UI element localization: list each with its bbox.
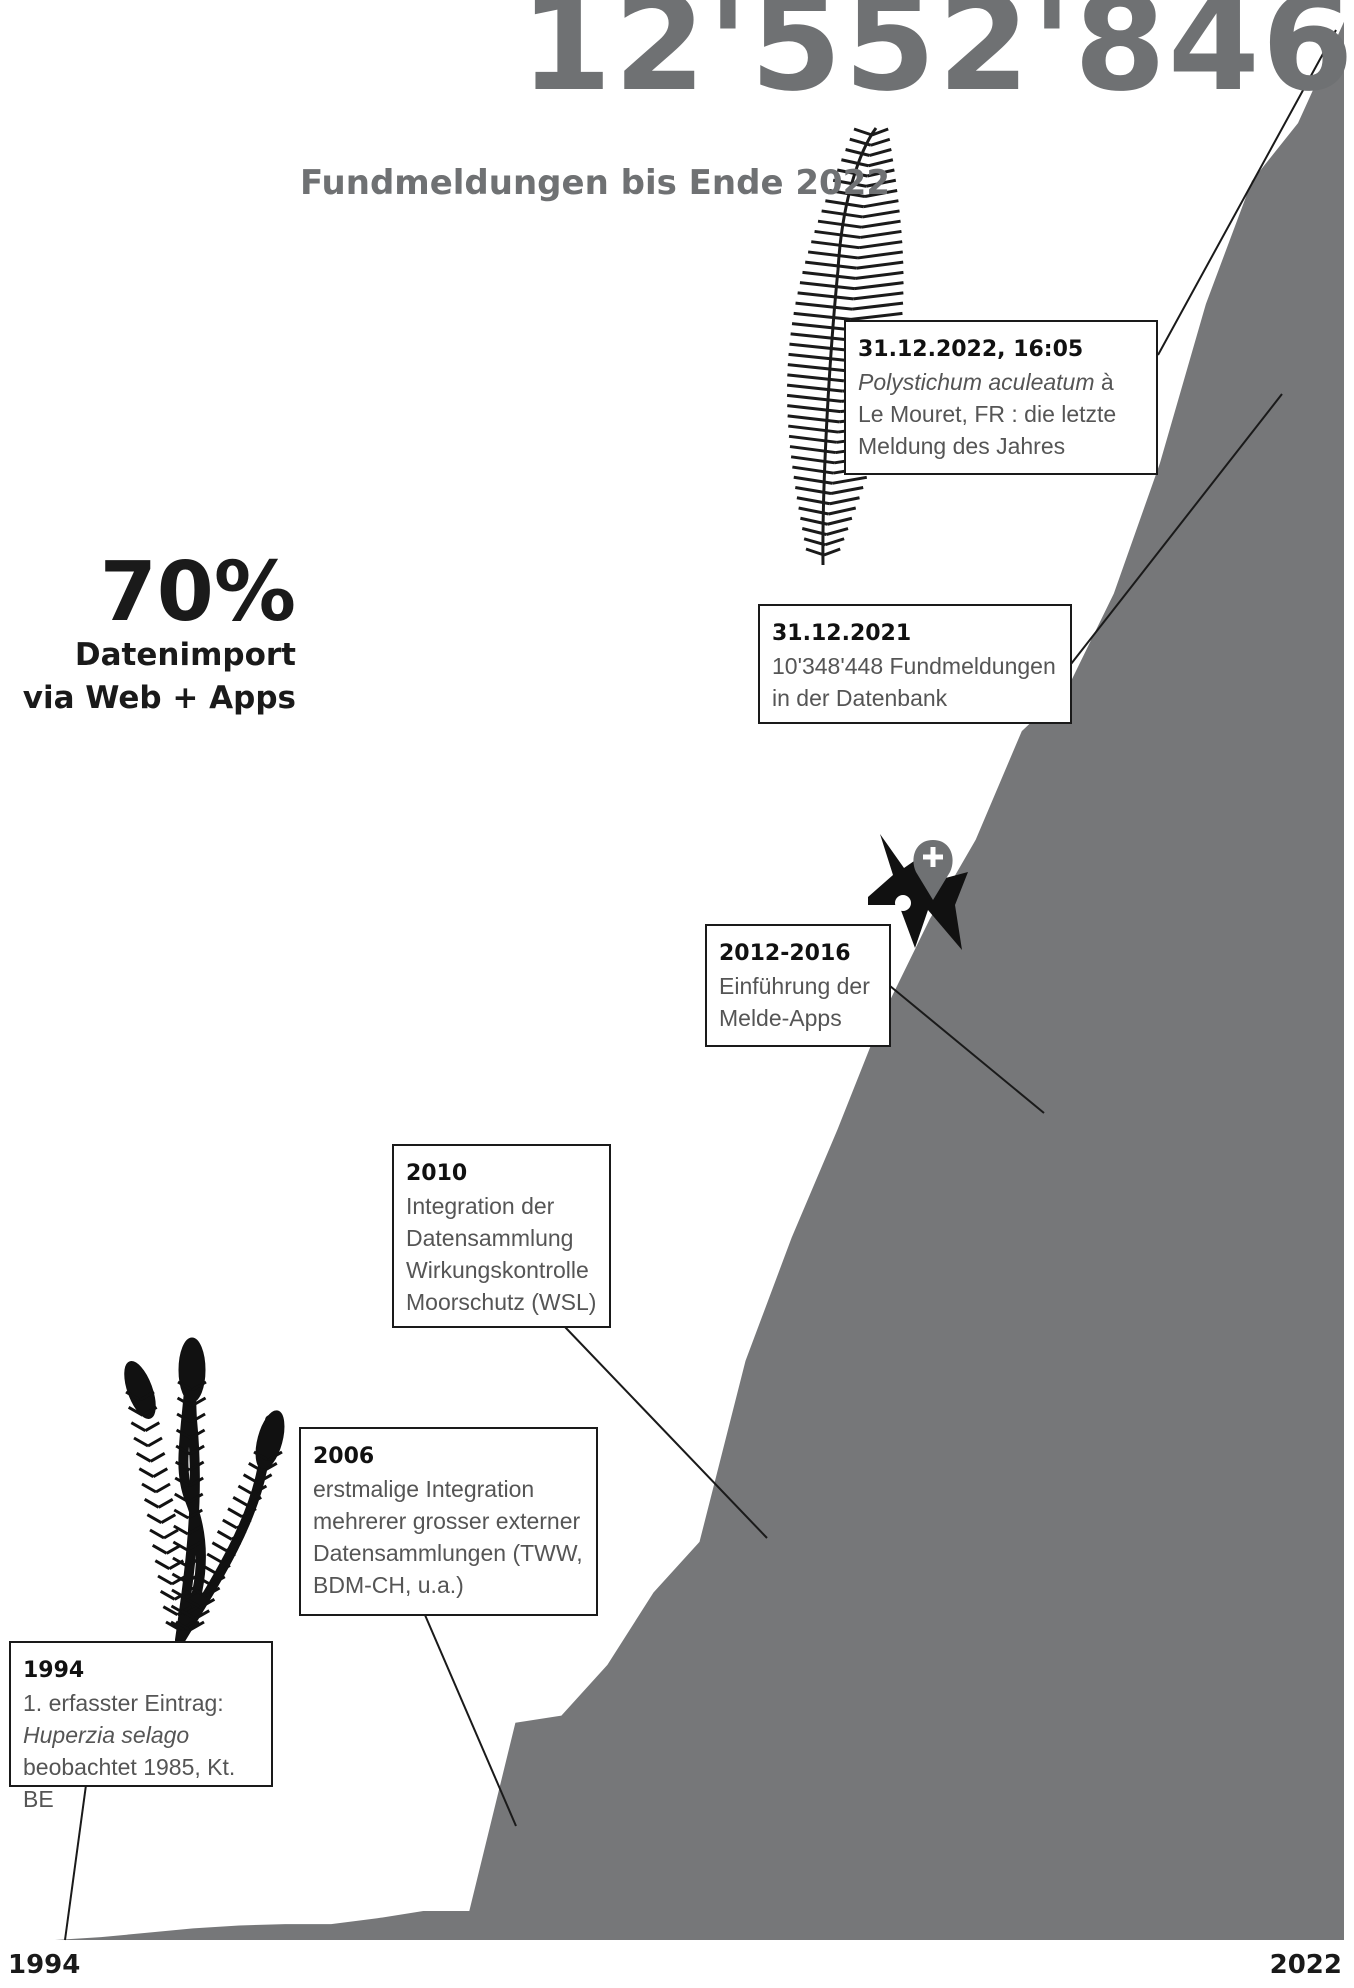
- annotation-date: 2006: [313, 1444, 375, 1469]
- annotation-date: 31.12.2021: [772, 621, 912, 646]
- annotation-2010: 2010 Integration der Datensammlung Wirku…: [392, 1144, 611, 1328]
- leader-line-2022: [1157, 29, 1337, 356]
- flower-pin-app-icon: [868, 834, 968, 950]
- leader-line-2021: [1070, 393, 1283, 665]
- annotation-date: 31.12.2022, 16:05: [858, 337, 1084, 362]
- annotation-date: 1994: [23, 1658, 85, 1683]
- leader-line-2010: [564, 1326, 768, 1539]
- annotation-2021: 31.12.2021 10'348'448 Fundmeldungen in d…: [758, 604, 1072, 724]
- annotation-text: erstmalige Integration mehrerer grosser …: [313, 1476, 583, 1598]
- total-records-value: 12'552'846: [520, 0, 1354, 121]
- annotation-date: 2010: [406, 1161, 468, 1186]
- records-area: [55, 0, 1344, 1940]
- import-share-label-1: Datenimport: [74, 637, 296, 673]
- leader-line-1994: [64, 1784, 87, 1941]
- area-layer: [55, 0, 1344, 1940]
- annotation-text-after: beobachtet 1985, Kt. BE: [23, 1754, 236, 1812]
- chart-subtitle: Fundmeldungen bis Ende 2022: [300, 163, 890, 203]
- annotation-2022: 31.12.2022, 16:05 Polystichum aculeatum …: [844, 320, 1158, 475]
- annotation-2006: 2006 erstmalige Integration mehrerer gro…: [299, 1427, 598, 1616]
- annotation-text: Einführung der Melde-Apps: [719, 973, 870, 1031]
- annotation-species: Huperzia selago: [23, 1722, 190, 1748]
- leader-lines: [64, 29, 1337, 1941]
- annotation-text: 10'348'448 Fundmeldungen in der Datenban…: [772, 653, 1056, 711]
- x-tick-label-end: 2022: [1269, 1950, 1342, 1980]
- annotation-text-before: 1. erfasster Eintrag:: [23, 1690, 224, 1716]
- leader-line-2006: [424, 1614, 517, 1827]
- x-tick-label-start: 1994: [8, 1950, 81, 1980]
- annotation-2012-2016: 2012-2016 Einführung der Melde-Apps: [705, 924, 891, 1047]
- annotation-species: Polystichum aculeatum: [858, 369, 1095, 395]
- import-share-stat: 70% Datenimport via Web + Apps: [23, 552, 296, 721]
- annotation-text: à Le Mouret, FR : die letzte Meldung des…: [858, 369, 1117, 459]
- import-share-label-2: via Web + Apps: [22, 680, 296, 717]
- annotation-date: 2012-2016: [719, 941, 851, 966]
- clubmoss-silhouette-icon: [124, 1337, 285, 1645]
- import-share-value: 70%: [99, 545, 296, 640]
- annotation-text: Integration der Datensammlung Wirkungsko…: [406, 1193, 597, 1315]
- leader-line-2012: [889, 985, 1045, 1114]
- annotation-1994: 1994 1. erfasster Eintrag: Huperzia sela…: [9, 1641, 273, 1812]
